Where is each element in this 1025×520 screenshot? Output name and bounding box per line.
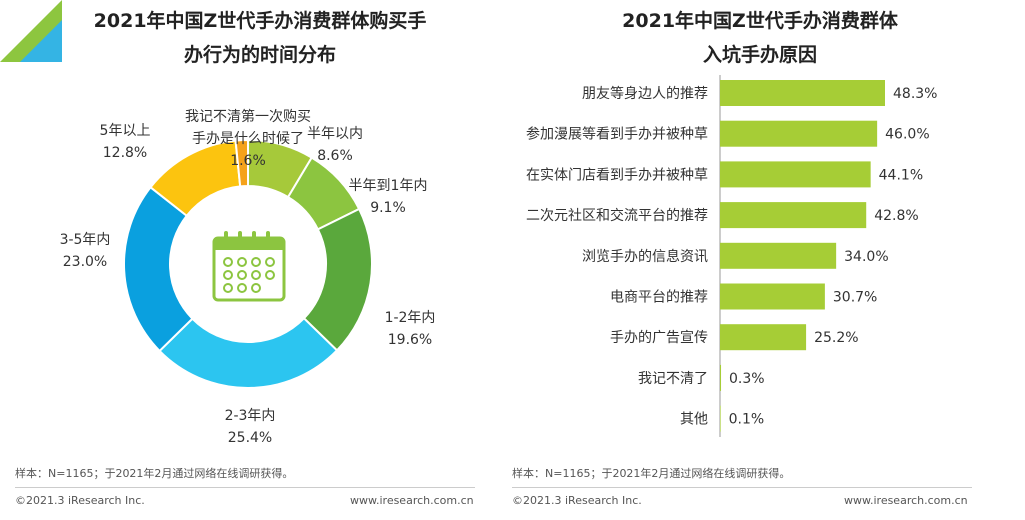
bar: [720, 80, 885, 106]
bar: [720, 364, 722, 391]
bar-value-label: 34.0%: [844, 249, 888, 265]
bar-value-label: 30.7%: [833, 290, 877, 306]
right-sample-note: 样本：N=1165；于2021年2月通过网络在线调研获得。: [512, 467, 791, 480]
page-corner-decoration: [0, 0, 62, 62]
bar-value-label: 44.1%: [879, 167, 923, 183]
donut-slice-name: 3-5年内: [60, 232, 111, 248]
donut-slice-name: 2-3年内: [225, 408, 276, 424]
bar: [720, 161, 871, 188]
bar-category-label: 手办的广告宣传: [610, 330, 708, 346]
left-title-line1: 2021年中国Z世代手办消费群体购买手: [93, 10, 427, 32]
left-chart-title: 2021年中国Z世代手办消费群体购买手 办行为的时间分布: [20, 4, 500, 72]
donut-slice-value: 25.4%: [228, 430, 272, 446]
donut-slice-value: 19.6%: [388, 332, 432, 348]
donut-slice-name: 手办是什么时候了: [192, 131, 304, 147]
bar-value-label: 0.3%: [729, 371, 765, 387]
bar-category-label: 我记不清了: [638, 371, 708, 387]
bar: [720, 324, 807, 351]
bar-category-label: 参加漫展等看到手办并被种草: [526, 126, 708, 143]
bar: [720, 202, 867, 229]
bar: [720, 242, 837, 269]
bar-category-label: 其他: [680, 412, 708, 428]
bar-category-label: 浏览手办的信息资讯: [582, 248, 708, 265]
left-copyright: ©2021.3 iResearch Inc.: [15, 494, 145, 507]
bar: [720, 120, 878, 147]
donut-slice-name: 半年到1年内: [349, 178, 428, 194]
left-sample-note: 样本：N=1165；于2021年2月通过网络在线调研获得。: [15, 467, 294, 480]
donut-slice-value: 12.8%: [103, 145, 147, 161]
right-chart-title: 2021年中国Z世代手办消费群体 入坑手办原因: [540, 4, 980, 72]
calendar-icon: [212, 231, 286, 302]
right-website: www.iresearch.com.cn: [844, 494, 968, 507]
donut-slice: [234, 138, 249, 188]
bar-value-label: 42.8%: [874, 208, 918, 224]
right-title-line2: 入坑手办原因: [702, 44, 817, 66]
donut-slice-name: 半年以内: [307, 126, 363, 142]
bar-value-label: 0.1%: [729, 412, 765, 428]
donut-slice-name: 5年以上: [100, 123, 151, 139]
donut-slice-value: 1.6%: [230, 153, 266, 169]
donut-slice-name: 1-2年内: [385, 310, 436, 326]
donut-slice-value: 9.1%: [370, 200, 406, 216]
left-footer-divider: [15, 487, 475, 488]
bar: [720, 405, 721, 432]
donut-slice: [158, 316, 339, 389]
donut-slice-value: 23.0%: [63, 254, 107, 270]
donut-slice-name: 我记不清第一次购买: [185, 108, 311, 125]
bar-category-label: 朋友等身边人的推荐: [582, 85, 708, 102]
bar-value-label: 25.2%: [814, 330, 858, 346]
bar-value-label: 48.3%: [893, 86, 937, 102]
right-title-line1: 2021年中国Z世代手办消费群体: [622, 10, 898, 32]
bar-category-label: 二次元社区和交流平台的推荐: [526, 207, 708, 224]
left-website: www.iresearch.com.cn: [350, 494, 474, 507]
bar-category-label: 在实体门店看到手办并被种草: [526, 167, 708, 183]
bar-value-label: 46.0%: [885, 127, 929, 143]
left-title-line2: 办行为的时间分布: [183, 44, 336, 66]
right-footer-divider: [512, 487, 972, 488]
donut-slice-value: 8.6%: [317, 148, 353, 164]
bar: [720, 283, 825, 310]
bar-category-label: 电商平台的推荐: [610, 290, 708, 306]
right-copyright: ©2021.3 iResearch Inc.: [512, 494, 642, 507]
page-number: 15: [1004, 499, 1021, 516]
